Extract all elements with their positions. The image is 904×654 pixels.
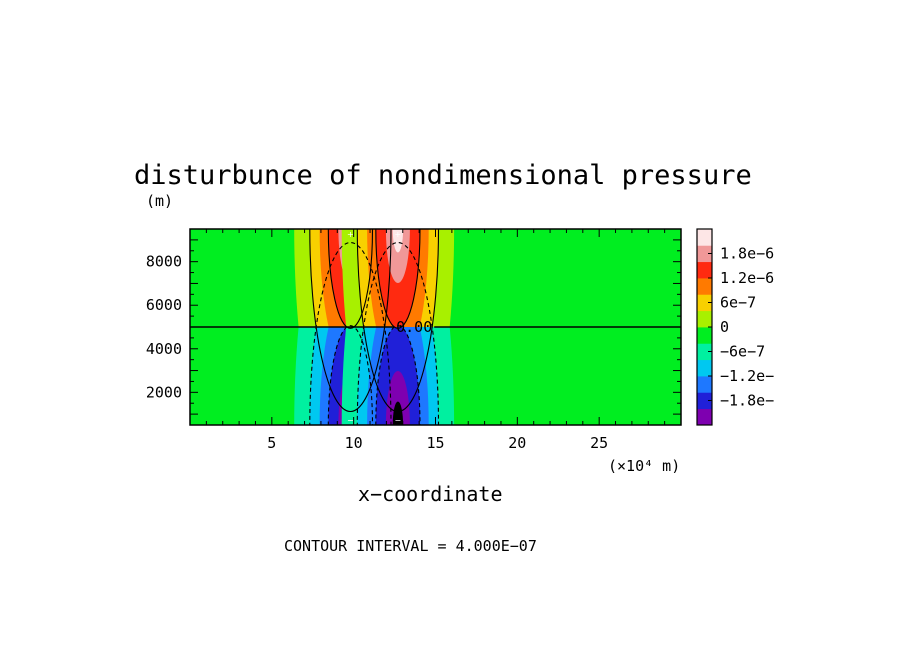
colorbar-label-2: 6e−7 xyxy=(720,294,756,312)
zero-contour-label: 0.00 xyxy=(396,318,432,336)
negative-contour-line-2-4 xyxy=(327,325,374,425)
x-axis-unit: (×10⁴ m) xyxy=(608,457,680,475)
x-tick-label-15: 15 xyxy=(426,434,444,452)
colorbar-cell-5 xyxy=(697,327,712,344)
colorbar-label-0: 1.8e−6 xyxy=(720,245,774,263)
colorbar-label-4: −6e−7 xyxy=(720,343,765,361)
colorbar-cell-7 xyxy=(697,294,712,312)
positive-contour-line-0-2 xyxy=(309,229,392,412)
colorbar-cell-8 xyxy=(697,278,712,295)
x-tick-label-20: 20 xyxy=(508,434,526,452)
colorbar-cell-2 xyxy=(697,376,712,393)
y-tick-label-2000: 2000 xyxy=(146,383,182,401)
min-cell-3-band-6 xyxy=(392,401,404,425)
positive-contour-line-1-2 xyxy=(356,229,440,412)
max-marker-1: + xyxy=(395,230,402,239)
x-tick-label-5: 5 xyxy=(267,434,276,452)
min-marker-2: − xyxy=(347,416,354,425)
colorbar-cell-0 xyxy=(697,408,712,426)
max-marker-0: + xyxy=(347,230,354,239)
y-tick-label-8000: 8000 xyxy=(146,253,182,271)
chart-title: disturbunce of nondimensional pressure xyxy=(134,160,752,191)
negative-contour-line-3-4 xyxy=(375,325,421,425)
y-tick-label-6000: 6000 xyxy=(146,296,182,314)
max-cell-1-band-6 xyxy=(392,229,404,253)
positive-contour-line-0-4 xyxy=(327,229,374,329)
colorbar-label-6: −1.8e− xyxy=(720,392,774,410)
colorbar-cell-1 xyxy=(697,392,712,410)
contour-interval-note: CONTOUR INTERVAL = 4.000E−07 xyxy=(284,537,537,555)
min-cell-3-band-5 xyxy=(385,371,410,425)
x-axis: 5 10 15 20 25 xyxy=(189,229,682,452)
x-axis-label: x−coordinate xyxy=(358,482,503,506)
y-axis-unit: (m) xyxy=(146,192,173,210)
colorbar: 1.8e−6 1.2e−6 6e−7 0 −6e−7 −1.2e− −1.8e− xyxy=(696,228,774,426)
colorbar-cell-3 xyxy=(697,359,712,377)
max-cell-1-band-5 xyxy=(385,229,410,283)
min-marker-3: − xyxy=(395,416,402,425)
colorbar-cell-4 xyxy=(697,343,712,361)
colorbar-label-1: 1.2e−6 xyxy=(720,269,774,287)
contour-lines xyxy=(309,229,440,425)
y-tick-label-4000: 4000 xyxy=(146,340,182,358)
y-axis: 2000 4000 6000 8000 xyxy=(146,228,681,415)
colorbar-cell-10 xyxy=(697,245,712,263)
x-tick-label-25: 25 xyxy=(590,434,608,452)
colorbar-cell-6 xyxy=(697,310,712,328)
extrema-markers: + + − − xyxy=(347,230,401,425)
colorbar-cell-9 xyxy=(697,261,712,279)
negative-fill-contours xyxy=(294,327,455,425)
colorbar-cell-11 xyxy=(697,229,712,246)
colorbar-label-3: 0 xyxy=(720,318,729,336)
colorbar-label-5: −1.2e− xyxy=(720,367,774,385)
plot-area: + + − − 0.00 xyxy=(189,228,682,426)
positive-contour-line-1-4 xyxy=(375,229,421,329)
x-tick-label-10: 10 xyxy=(345,434,363,452)
